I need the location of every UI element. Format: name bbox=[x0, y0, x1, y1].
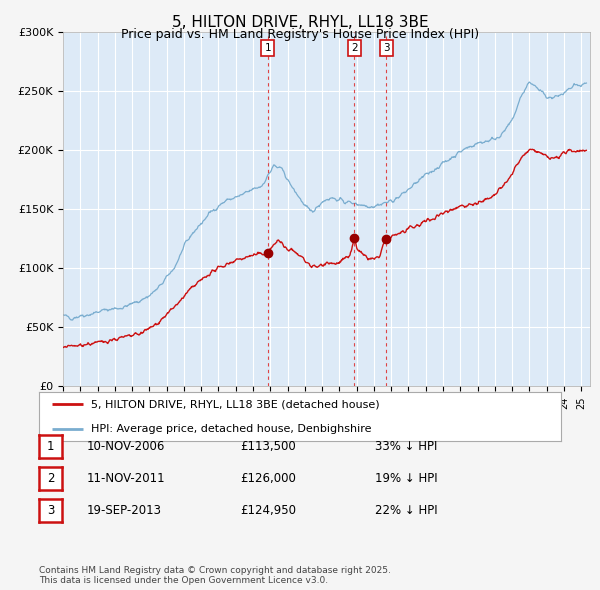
Text: 5, HILTON DRIVE, RHYL, LL18 3BE: 5, HILTON DRIVE, RHYL, LL18 3BE bbox=[172, 15, 428, 30]
Text: 19% ↓ HPI: 19% ↓ HPI bbox=[375, 472, 437, 485]
Text: 2: 2 bbox=[47, 472, 54, 485]
Text: 3: 3 bbox=[47, 504, 54, 517]
Text: HPI: Average price, detached house, Denbighshire: HPI: Average price, detached house, Denb… bbox=[91, 424, 372, 434]
Text: 10-NOV-2006: 10-NOV-2006 bbox=[87, 440, 166, 453]
Text: £124,950: £124,950 bbox=[240, 504, 296, 517]
Text: 1: 1 bbox=[265, 43, 271, 53]
Text: £126,000: £126,000 bbox=[240, 472, 296, 485]
Text: Contains HM Land Registry data © Crown copyright and database right 2025.
This d: Contains HM Land Registry data © Crown c… bbox=[39, 566, 391, 585]
Text: 3: 3 bbox=[383, 43, 389, 53]
Text: 11-NOV-2011: 11-NOV-2011 bbox=[87, 472, 166, 485]
Text: Price paid vs. HM Land Registry's House Price Index (HPI): Price paid vs. HM Land Registry's House … bbox=[121, 28, 479, 41]
Text: 1: 1 bbox=[47, 440, 54, 453]
Text: £113,500: £113,500 bbox=[240, 440, 296, 453]
Text: 19-SEP-2013: 19-SEP-2013 bbox=[87, 504, 162, 517]
Text: 22% ↓ HPI: 22% ↓ HPI bbox=[375, 504, 437, 517]
Text: 5, HILTON DRIVE, RHYL, LL18 3BE (detached house): 5, HILTON DRIVE, RHYL, LL18 3BE (detache… bbox=[91, 399, 380, 409]
Text: 33% ↓ HPI: 33% ↓ HPI bbox=[375, 440, 437, 453]
Text: 2: 2 bbox=[351, 43, 358, 53]
